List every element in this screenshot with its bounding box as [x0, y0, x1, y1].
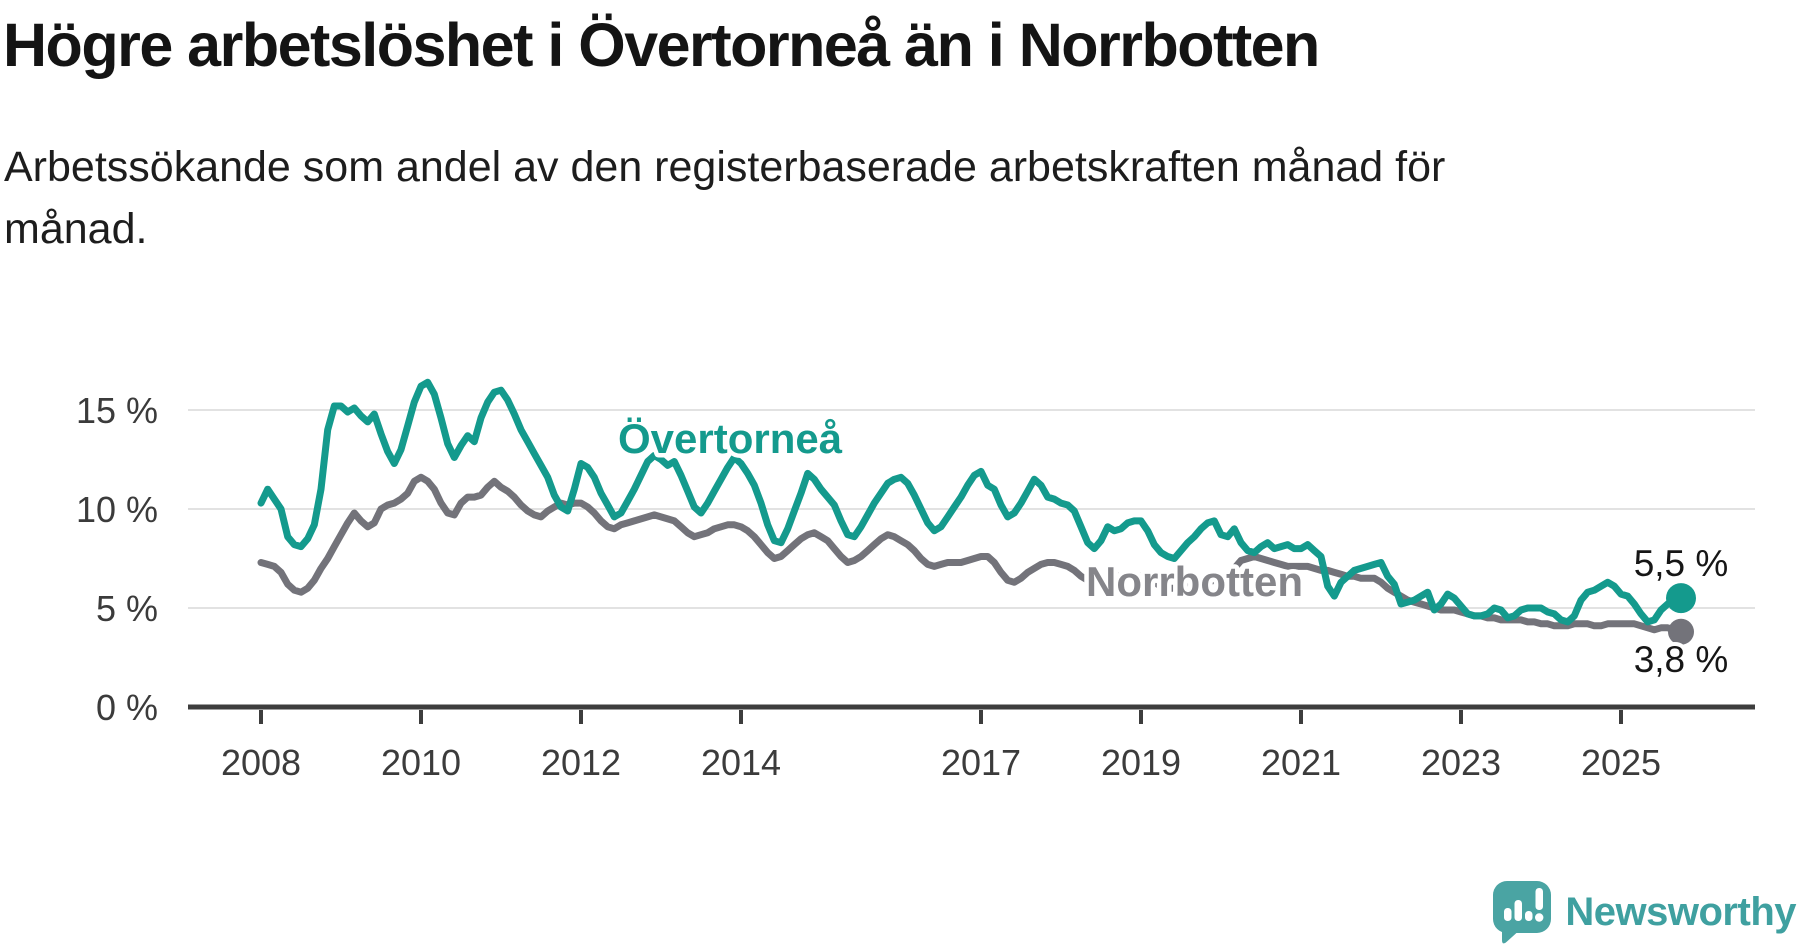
series-inline-label-overtornea: Övertorneå	[618, 415, 843, 462]
y-tick-label: 10 %	[76, 489, 158, 530]
x-tick-label: 2010	[381, 742, 461, 783]
y-tick-label: 0 %	[96, 687, 158, 728]
newsworthy-logo-text: Newsworthy	[1565, 890, 1796, 934]
page-title: Högre arbetslöshet i Övertorneå än i Nor…	[3, 11, 1320, 79]
x-tick-label: 2008	[221, 742, 301, 783]
y-tick-label: 15 %	[76, 390, 158, 431]
series-end-dot-overtornea	[1666, 583, 1696, 614]
x-tick-label: 2014	[701, 742, 781, 783]
series-line-overtornea	[257, 378, 1685, 626]
x-tick-label: 2017	[941, 742, 1021, 783]
y-tick-label: 5 %	[96, 588, 158, 629]
end-value-label-overtornea: 5,5 %	[1634, 543, 1729, 584]
x-tick-label: 2023	[1421, 742, 1501, 783]
x-tick-label: 2012	[541, 742, 621, 783]
newsworthy-logo: Newsworthy	[1492, 880, 1796, 944]
x-tick-label: 2021	[1261, 742, 1341, 783]
end-value-label-norrbotten: 3,8 %	[1634, 639, 1729, 680]
series-inline-label-norrbotten: Norrbotten	[1086, 558, 1303, 605]
x-tick-label: 2025	[1581, 742, 1661, 783]
series-end-dot-norrbotten	[1668, 618, 1694, 645]
series-line-norrbotten	[257, 473, 1685, 636]
page-subtitle: Arbetssökande som andel av den registerb…	[4, 143, 1446, 254]
x-tick-label: 2019	[1101, 742, 1181, 783]
newsworthy-logo-icon	[1493, 881, 1552, 944]
